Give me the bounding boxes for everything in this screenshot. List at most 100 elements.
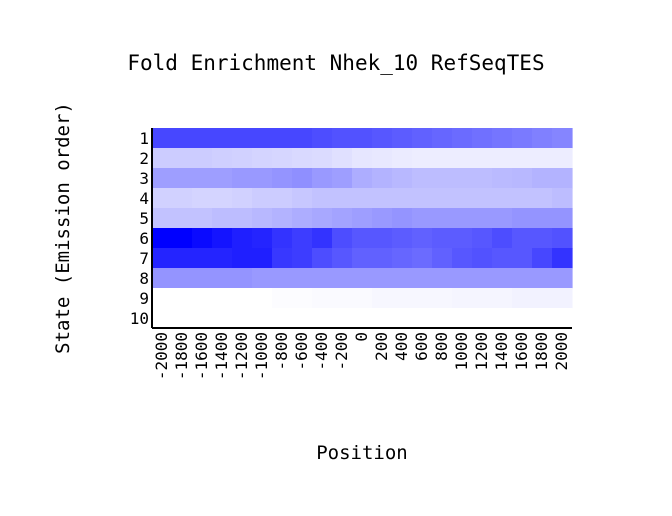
heatmap-cell bbox=[492, 188, 513, 209]
heatmap-cell bbox=[212, 168, 233, 189]
y-tick-label: 7 bbox=[139, 249, 149, 268]
heatmap-cell bbox=[252, 128, 273, 149]
heatmap-cell bbox=[192, 288, 213, 309]
heatmap-cell bbox=[412, 208, 433, 229]
heatmap-cell bbox=[452, 188, 473, 209]
heatmap-cell bbox=[212, 308, 233, 329]
heatmap-cell bbox=[312, 308, 333, 329]
x-tick-label: -2000 bbox=[152, 332, 171, 380]
heatmap-cell bbox=[172, 248, 193, 269]
heatmap-cell bbox=[192, 208, 213, 229]
heatmap-cell bbox=[312, 228, 333, 249]
heatmap-cell bbox=[432, 308, 453, 329]
heatmap-cell bbox=[152, 208, 173, 229]
heatmap-cell bbox=[232, 208, 253, 229]
heatmap-cell bbox=[152, 168, 173, 189]
heatmap-cell bbox=[172, 128, 193, 149]
heatmap-cell bbox=[292, 268, 313, 289]
x-tick-label: -1800 bbox=[172, 332, 191, 380]
heatmap-cell bbox=[392, 248, 413, 269]
heatmap-cell bbox=[552, 228, 573, 249]
heatmap-cell bbox=[252, 208, 273, 229]
heatmap-cell bbox=[532, 148, 553, 169]
heatmap-cell bbox=[492, 268, 513, 289]
heatmap-cell bbox=[392, 168, 413, 189]
heatmap-cell bbox=[152, 128, 173, 149]
heatmap-cell bbox=[372, 148, 393, 169]
heatmap-cell bbox=[272, 208, 293, 229]
heatmap-cell bbox=[532, 128, 553, 149]
heatmap-cell bbox=[172, 308, 193, 329]
heatmap-cell bbox=[232, 288, 253, 309]
heatmap-cell bbox=[232, 248, 253, 269]
heatmap-cell bbox=[232, 228, 253, 249]
heatmap-cell bbox=[272, 128, 293, 149]
heatmap-cell bbox=[272, 188, 293, 209]
heatmap-cell bbox=[532, 248, 553, 269]
heatmap-cell bbox=[332, 288, 353, 309]
heatmap-cell bbox=[292, 208, 313, 229]
heatmap-cell bbox=[492, 288, 513, 309]
heatmap-cell bbox=[472, 268, 493, 289]
heatmap-cell bbox=[492, 248, 513, 269]
heatmap-cell bbox=[512, 308, 533, 329]
x-tick-label: -600 bbox=[292, 332, 311, 371]
x-tick-label: 1600 bbox=[512, 332, 531, 371]
x-tick-label: 1000 bbox=[452, 332, 471, 371]
heatmap-cell bbox=[472, 148, 493, 169]
heatmap-cell bbox=[332, 168, 353, 189]
heatmap-cell bbox=[552, 208, 573, 229]
heatmap-cell bbox=[212, 188, 233, 209]
y-tick-label: 8 bbox=[139, 269, 149, 288]
heatmap-cell bbox=[512, 148, 533, 169]
heatmap-cell bbox=[512, 248, 533, 269]
heatmap-cell bbox=[292, 188, 313, 209]
heatmap-cell bbox=[272, 248, 293, 269]
heatmap-cell bbox=[252, 288, 273, 309]
y-tick-label: 6 bbox=[139, 229, 149, 248]
heatmap-cell bbox=[272, 168, 293, 189]
heatmap-cell bbox=[152, 308, 173, 329]
heatmap-cell bbox=[152, 188, 173, 209]
heatmap-cell bbox=[192, 248, 213, 269]
x-tick-label: -1200 bbox=[232, 332, 251, 380]
heatmap-cell bbox=[552, 148, 573, 169]
heatmap-cell bbox=[372, 248, 393, 269]
heatmap-cell bbox=[332, 148, 353, 169]
heatmap-cell bbox=[552, 128, 573, 149]
heatmap-cell bbox=[452, 148, 473, 169]
heatmap-cell bbox=[212, 128, 233, 149]
chart-title: Fold Enrichment Nhek_10 RefSeqTES bbox=[127, 51, 544, 75]
heatmap-cell bbox=[312, 148, 333, 169]
heatmap-cell bbox=[552, 188, 573, 209]
x-tick-label: -1400 bbox=[212, 332, 231, 380]
heatmap-cell bbox=[532, 168, 553, 189]
heatmap-cell bbox=[452, 208, 473, 229]
heatmap-cell bbox=[472, 128, 493, 149]
heatmap-cell bbox=[272, 288, 293, 309]
heatmap-cell bbox=[272, 268, 293, 289]
heatmap-cell bbox=[352, 128, 373, 149]
heatmap-cell bbox=[412, 188, 433, 209]
heatmap-cell bbox=[452, 268, 473, 289]
heatmap-cell bbox=[192, 228, 213, 249]
heatmap-cell bbox=[392, 188, 413, 209]
heatmap-cell bbox=[512, 128, 533, 149]
heatmap-cell bbox=[232, 268, 253, 289]
heatmap-cell bbox=[532, 188, 553, 209]
heatmap-cell bbox=[532, 228, 553, 249]
heatmap-cell bbox=[252, 148, 273, 169]
y-tick-label: 9 bbox=[139, 289, 149, 308]
heatmap-cell bbox=[512, 168, 533, 189]
heatmap-cell bbox=[332, 308, 353, 329]
x-tick-label: -200 bbox=[332, 332, 351, 371]
heatmap-cell bbox=[372, 268, 393, 289]
heatmap-cell bbox=[372, 288, 393, 309]
heatmap-cell bbox=[452, 248, 473, 269]
heatmap-cell bbox=[492, 308, 513, 329]
heatmap-cell bbox=[392, 288, 413, 309]
x-tick-label: 1400 bbox=[492, 332, 511, 371]
heatmap-cell bbox=[472, 248, 493, 269]
